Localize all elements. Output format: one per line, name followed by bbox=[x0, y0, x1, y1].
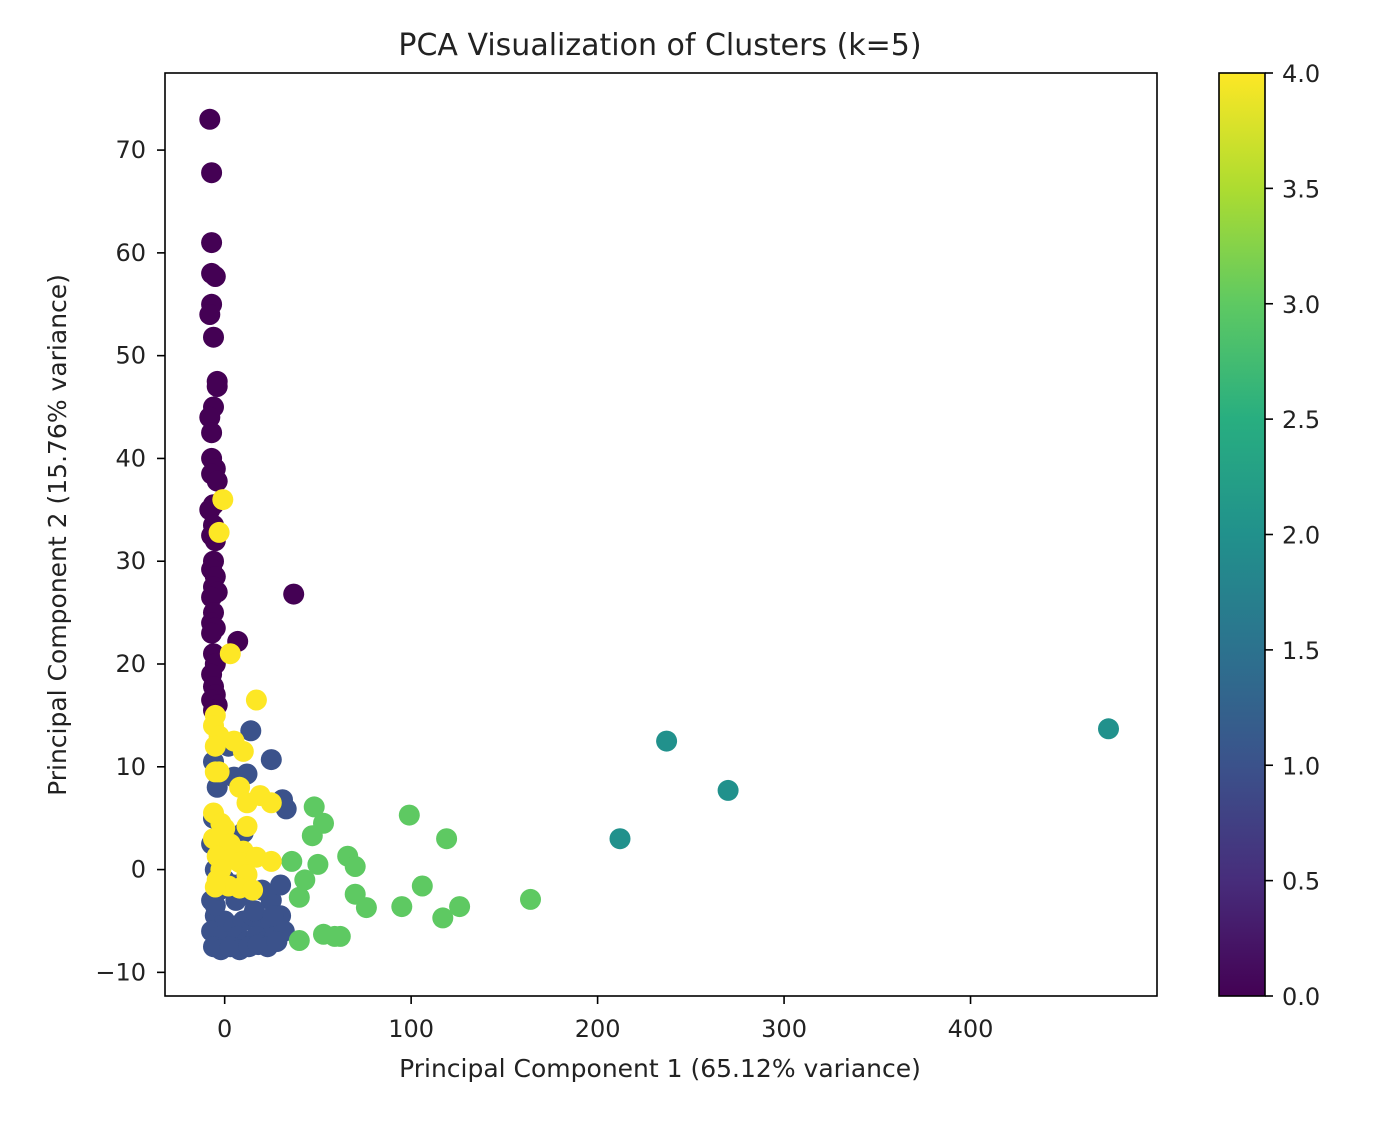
scatter-point-cluster-4 bbox=[203, 828, 224, 850]
scatter-point-cluster-0 bbox=[201, 422, 223, 444]
plot-area bbox=[165, 73, 1157, 996]
scatter-point-cluster-1 bbox=[262, 905, 284, 927]
scatter-point-cluster-3 bbox=[355, 897, 377, 919]
y-tick-label: 0 bbox=[131, 856, 146, 884]
colorbar-tick-label: 1.5 bbox=[1282, 637, 1320, 665]
scatter-point-cluster-4 bbox=[208, 521, 230, 543]
scatter-point-cluster-3 bbox=[449, 896, 471, 918]
scatter-point-cluster-4 bbox=[212, 489, 234, 511]
colorbar: 0.0 0.5 1.0 1.5 2.0 2.5 3.0 3.5 4.0 bbox=[1218, 60, 1320, 1011]
scatter-point-cluster-4 bbox=[204, 735, 226, 757]
scatter-point-cluster-4 bbox=[236, 815, 258, 837]
scatter-point-cluster-3 bbox=[436, 828, 458, 850]
scatter-point-cluster-4 bbox=[204, 876, 226, 898]
scatter-point-cluster-3 bbox=[301, 825, 323, 847]
scatter-point-cluster-1 bbox=[260, 749, 282, 771]
scatter-point-cluster-0 bbox=[206, 470, 228, 492]
colorbar-tick-label: 0.0 bbox=[1282, 983, 1320, 1011]
scatter-point-cluster-4 bbox=[232, 740, 254, 762]
scatter-point-cluster-1 bbox=[266, 931, 288, 952]
scatter-point-cluster-1 bbox=[240, 720, 262, 742]
scatter-point-cluster-0 bbox=[201, 232, 223, 254]
x-tick-label: 0 bbox=[217, 1015, 232, 1043]
scatter-point-cluster-0 bbox=[201, 586, 223, 608]
scatter-point-cluster-3 bbox=[432, 907, 454, 929]
colorbar-gradient bbox=[1219, 73, 1265, 996]
y-tick-label: −10 bbox=[95, 958, 146, 986]
y-tick-label: 50 bbox=[115, 342, 146, 370]
scatter-point-cluster-4 bbox=[242, 879, 264, 901]
scatter-point-cluster-4 bbox=[260, 792, 282, 814]
scatter-point-cluster-0 bbox=[201, 622, 223, 644]
y-tick-label: 70 bbox=[115, 136, 146, 164]
scatter-point-cluster-3 bbox=[398, 804, 420, 826]
colorbar-ticks: 0.0 0.5 1.0 1.5 2.0 2.5 3.0 3.5 4.0 bbox=[1265, 60, 1320, 1011]
points-layer bbox=[199, 108, 1119, 961]
scatter-point-cluster-2 bbox=[656, 730, 678, 752]
scatter-point-cluster-1 bbox=[260, 889, 282, 911]
scatter-point-cluster-3 bbox=[391, 896, 413, 918]
colorbar-tick-label: 1.0 bbox=[1282, 752, 1320, 780]
colorbar-tick-label: 2.0 bbox=[1282, 522, 1320, 550]
x-axis-label: Principal Component 1 (65.12% variance) bbox=[399, 1054, 921, 1083]
x-tick-label: 300 bbox=[761, 1015, 807, 1043]
scatter-point-cluster-0 bbox=[199, 108, 221, 130]
scatter-point-cluster-3 bbox=[411, 875, 433, 897]
colorbar-tick-label: 4.0 bbox=[1282, 60, 1320, 88]
colorbar-tick-label: 3.0 bbox=[1282, 291, 1320, 319]
scatter-point-cluster-4 bbox=[236, 792, 258, 814]
colorbar-tick-label: 3.5 bbox=[1282, 175, 1320, 203]
scatter-point-cluster-0 bbox=[206, 376, 228, 397]
scatter-point-cluster-0 bbox=[199, 304, 221, 325]
scatter-point-cluster-0 bbox=[283, 583, 305, 605]
scatter-point-cluster-3 bbox=[281, 850, 303, 872]
scatter-point-cluster-0 bbox=[199, 406, 221, 428]
y-tick-label: 40 bbox=[115, 444, 146, 472]
scatter-point-cluster-3 bbox=[303, 796, 325, 818]
scatter-point-cluster-4 bbox=[208, 761, 230, 783]
scatter-point-cluster-3 bbox=[288, 886, 310, 908]
scatter-point-cluster-3 bbox=[294, 869, 316, 891]
scatter-point-cluster-2 bbox=[1098, 718, 1119, 740]
x-tick-label: 100 bbox=[388, 1015, 434, 1043]
scatter-point-cluster-2 bbox=[717, 779, 739, 801]
y-tick-label: 20 bbox=[115, 650, 146, 678]
chart-title: PCA Visualization of Clusters (k=5) bbox=[398, 28, 921, 63]
scatter-point-cluster-4 bbox=[260, 850, 282, 872]
scatter-point-cluster-1 bbox=[244, 900, 265, 922]
scatter-point-cluster-3 bbox=[520, 888, 541, 910]
scatter-point-cluster-0 bbox=[204, 266, 226, 287]
scatter-point-cluster-2 bbox=[609, 828, 631, 850]
x-tick-label: 200 bbox=[575, 1015, 621, 1043]
scatter-point-cluster-1 bbox=[270, 874, 292, 896]
scatter-point-cluster-4 bbox=[245, 689, 267, 711]
y-tick-label: 60 bbox=[115, 239, 146, 267]
scatter-point-cluster-0 bbox=[201, 162, 223, 184]
colorbar-tick-label: 0.5 bbox=[1282, 868, 1320, 896]
scatter-point-cluster-1 bbox=[206, 776, 228, 798]
scatter-point-cluster-0 bbox=[203, 326, 224, 348]
colorbar-tick-label: 2.5 bbox=[1282, 406, 1320, 434]
y-axis-label: Principal Component 2 (15.76% variance) bbox=[43, 274, 72, 796]
scatter-point-cluster-3 bbox=[344, 856, 366, 877]
scatter-point-cluster-4 bbox=[219, 643, 241, 665]
scatter-point-cluster-3 bbox=[307, 853, 329, 875]
scatter-point-cluster-3 bbox=[329, 925, 351, 947]
plot-frame bbox=[164, 72, 1158, 997]
x-axis: 0 100 200 300 400 bbox=[217, 996, 993, 1043]
x-tick-label: 400 bbox=[948, 1015, 994, 1043]
y-tick-label: 30 bbox=[115, 547, 146, 575]
y-axis: −10 0 10 20 30 40 50 60 70 bbox=[95, 136, 165, 986]
scatter-point-cluster-3 bbox=[288, 930, 310, 951]
y-tick-label: 10 bbox=[115, 753, 146, 781]
